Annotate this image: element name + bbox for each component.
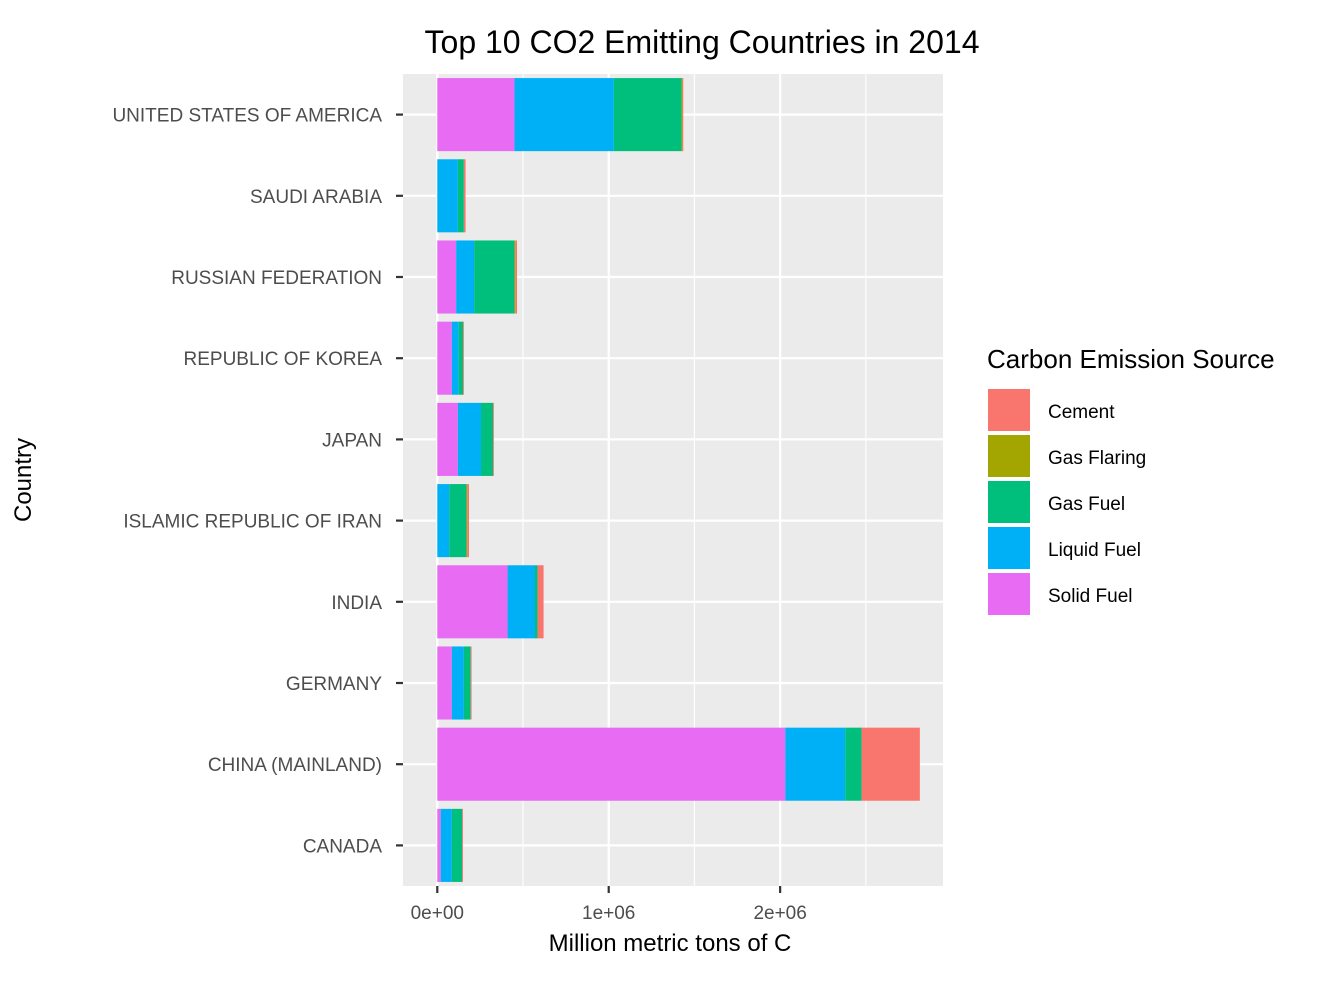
bar-segment bbox=[537, 565, 544, 639]
y-tick-label: CHINA (MAINLAND) bbox=[208, 755, 382, 776]
x-tick-label: 0e+00 bbox=[411, 903, 464, 924]
y-axis: UNITED STATES OF AMERICA SAUDI ARABIA RUSS… bbox=[112, 106, 403, 857]
bar-segment bbox=[462, 808, 463, 882]
bar-segment bbox=[437, 565, 508, 639]
legend-swatch bbox=[986, 387, 1032, 433]
bar-segment bbox=[514, 240, 516, 314]
bar-segment bbox=[613, 78, 682, 152]
y-tick-label: REPUBLIC OF KOREA bbox=[184, 349, 383, 370]
y-tick-label: GERMANY bbox=[286, 674, 382, 695]
chart-title: Top 10 CO2 Emitting Countries in 2014 bbox=[425, 24, 980, 60]
legend-swatch bbox=[986, 571, 1032, 617]
x-tick-label: 2e+06 bbox=[753, 903, 806, 924]
legend-label: Gas Flaring bbox=[1048, 448, 1146, 469]
bar-segment bbox=[681, 78, 683, 152]
bar-segment bbox=[449, 484, 467, 558]
bar-segment bbox=[463, 321, 464, 395]
legend-swatch bbox=[986, 433, 1032, 479]
x-tick-label: 1e+06 bbox=[582, 903, 635, 924]
bar-segment bbox=[470, 646, 472, 720]
bar-segment bbox=[437, 484, 450, 558]
legend-title: Carbon Emission Source bbox=[987, 344, 1275, 374]
legend-label: Liquid Fuel bbox=[1048, 540, 1141, 561]
y-tick-label: JAPAN bbox=[322, 430, 382, 451]
y-axis-title: Country bbox=[10, 438, 37, 522]
bar-segment bbox=[845, 727, 862, 801]
y-tick-label: SAUDI ARABIA bbox=[250, 187, 382, 208]
bar-segment bbox=[515, 240, 517, 314]
bar-segment bbox=[861, 727, 920, 801]
bar-segment bbox=[437, 78, 515, 152]
bar-segment bbox=[437, 727, 786, 801]
y-tick-label: RUSSIAN FEDERATION bbox=[171, 268, 382, 289]
y-tick-label: ISLAMIC REPUBLIC OF IRAN bbox=[123, 512, 382, 533]
bar-segment bbox=[437, 159, 458, 233]
bar-segment bbox=[451, 321, 459, 395]
bar-segment bbox=[493, 402, 494, 476]
bar-segment bbox=[463, 159, 466, 233]
bar-segment bbox=[457, 159, 464, 233]
y-tick-label: INDIA bbox=[331, 593, 382, 614]
bar-segment bbox=[456, 240, 475, 314]
bar-segment bbox=[437, 808, 441, 882]
bar-segment bbox=[451, 808, 463, 882]
bar-segment bbox=[535, 565, 538, 639]
bar-segment bbox=[507, 565, 535, 639]
x-axis: 0e+00 1e+06 2e+06 bbox=[411, 886, 807, 924]
bar-segment bbox=[481, 402, 493, 476]
x-axis-title: Million metric tons of C bbox=[549, 930, 792, 957]
bar-segment bbox=[466, 484, 468, 558]
bar-segment bbox=[437, 321, 452, 395]
legend-label: Cement bbox=[1048, 402, 1115, 423]
bar-segment bbox=[451, 646, 464, 720]
bar-segment bbox=[785, 727, 846, 801]
bar-segment bbox=[457, 402, 481, 476]
bar-segment bbox=[514, 78, 614, 152]
bar-segment bbox=[440, 808, 452, 882]
bar-segment bbox=[437, 240, 457, 314]
legend-swatch bbox=[986, 525, 1032, 571]
bar-segment bbox=[474, 240, 515, 314]
bar-segment bbox=[467, 484, 469, 558]
y-tick-label: CANADA bbox=[303, 836, 383, 857]
legend-label: Solid Fuel bbox=[1048, 586, 1133, 607]
bars bbox=[437, 78, 920, 882]
bar-segment bbox=[463, 646, 471, 720]
legend-swatch bbox=[986, 479, 1032, 525]
legend-label: Gas Fuel bbox=[1048, 494, 1125, 515]
bar-segment bbox=[458, 321, 463, 395]
legend: Carbon Emission Source Cement Gas Flaring… bbox=[986, 344, 1275, 617]
bar-segment bbox=[437, 402, 458, 476]
y-tick-label: UNITED STATES OF AMERICA bbox=[112, 106, 382, 127]
bar-segment bbox=[437, 646, 452, 720]
bar-segment bbox=[682, 78, 684, 152]
